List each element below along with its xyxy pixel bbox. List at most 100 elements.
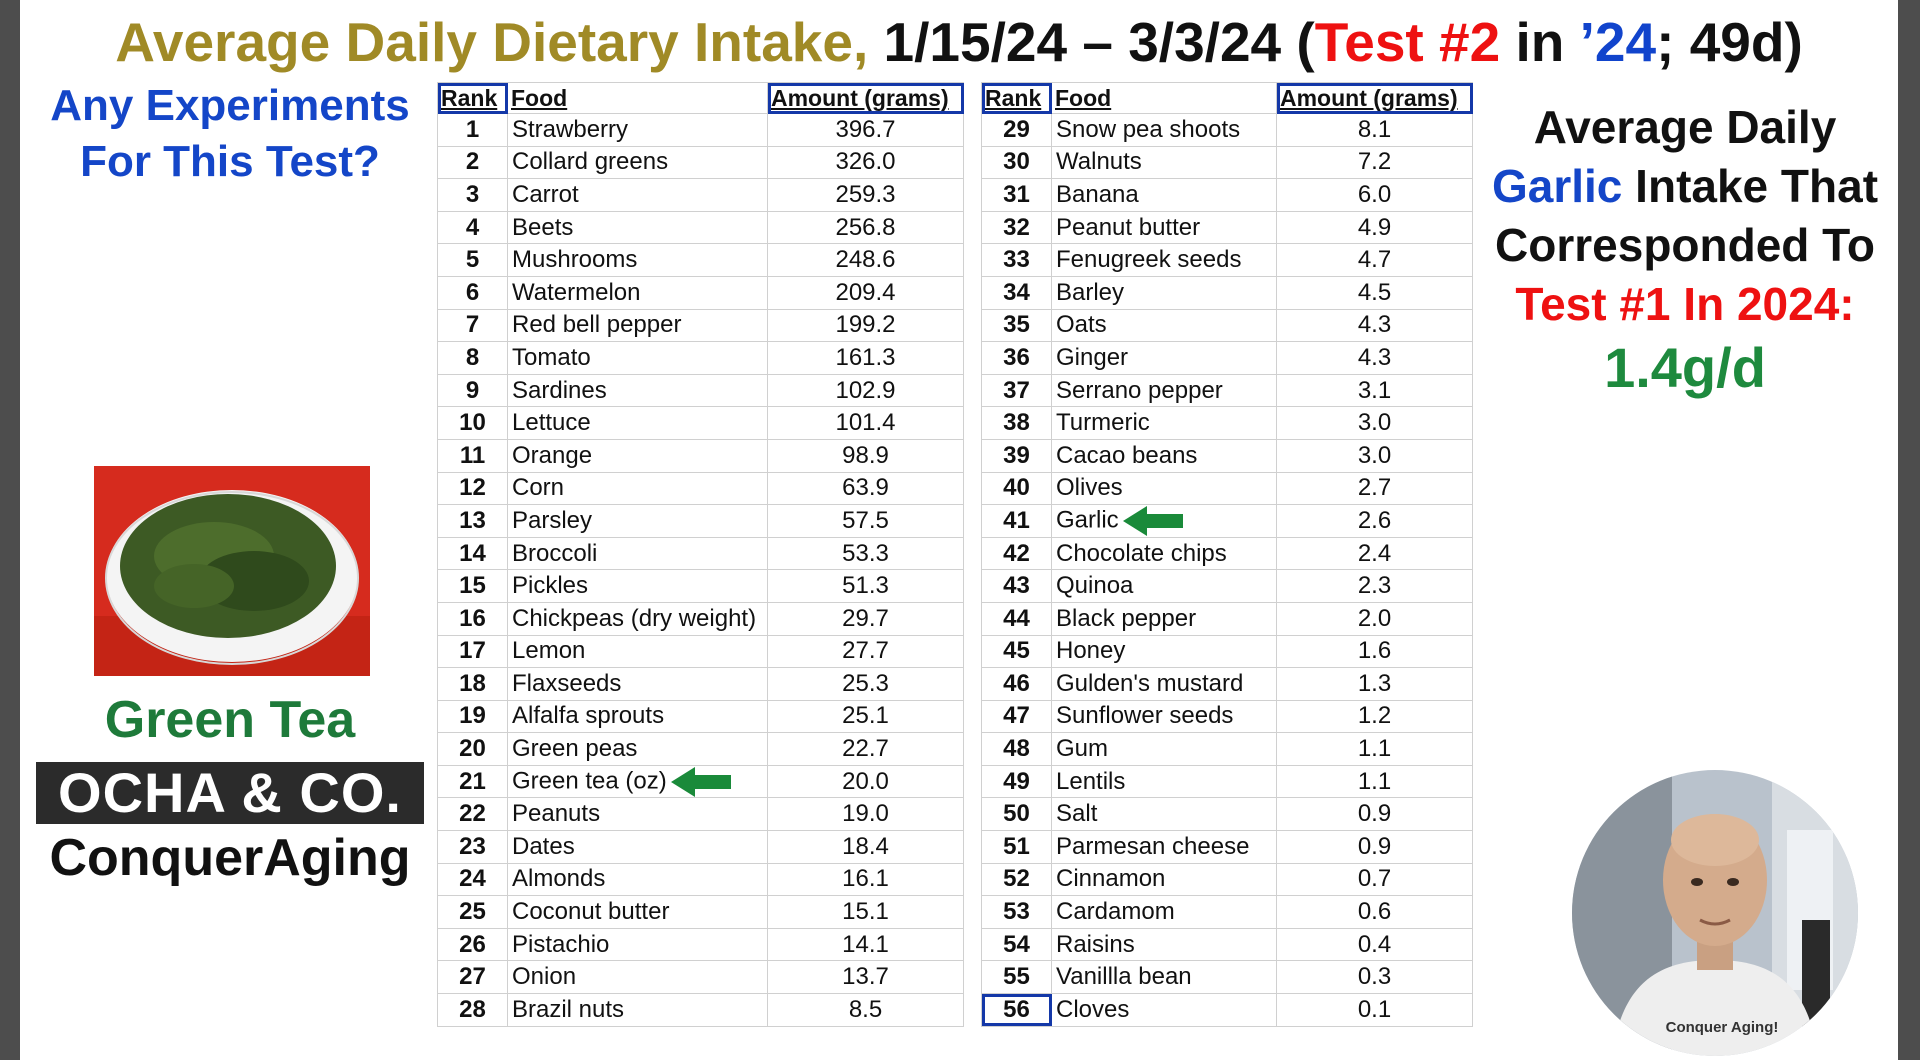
table-row: 54 Raisins 0.4 xyxy=(981,927,1473,962)
intake-table-left: Rank Food Amount (grams) 1 Strawberry 396.… xyxy=(437,82,964,1027)
green-left-arrow-icon xyxy=(1122,505,1183,536)
food-cell-text: Peanut butter xyxy=(1056,213,1201,241)
amount-cell-text: 4.5 xyxy=(1357,278,1392,306)
table-row: 17 Lemon 27.7 xyxy=(437,634,964,669)
amount-cell: 14.1 xyxy=(767,927,964,962)
rank-cell: 3 xyxy=(437,178,508,212)
table-row: 41 Garlic 2.6 xyxy=(981,504,1473,538)
food-cell: Chickpeas (dry weight) xyxy=(507,601,768,636)
rank-cell: 15 xyxy=(437,569,508,603)
food-cell: Peanut butter xyxy=(1051,210,1277,245)
food-cell: Banana xyxy=(1051,178,1277,212)
note-garlic-word: Garlic xyxy=(1491,160,1623,212)
amount-cell-text: 0.9 xyxy=(1357,800,1392,828)
food-cell-text: Dates xyxy=(512,832,575,860)
rank-cell-text: 26 xyxy=(459,930,486,958)
table-row: 43 Quinoa 2.3 xyxy=(981,569,1473,603)
table-row: 9 Sardines 102.9 xyxy=(437,373,964,408)
table-row: 22 Peanuts 19.0 xyxy=(437,797,964,832)
food-cell-text: Collard greens xyxy=(512,148,669,176)
table-row: 15 Pickles 51.3 xyxy=(437,569,964,603)
green-left-arrow-icon xyxy=(670,766,731,797)
amount-cell-text: 16.1 xyxy=(842,865,889,893)
food-cell: Beets xyxy=(507,210,768,245)
rank-cell-text: 35 xyxy=(1003,311,1030,339)
amount-cell-text: 4.3 xyxy=(1357,343,1392,371)
food-cell-text: Oats xyxy=(1056,311,1107,339)
rank-cell-text: 10 xyxy=(459,409,486,437)
food-cell-text: Corn xyxy=(512,474,565,502)
amount-cell: 326.0 xyxy=(767,145,964,180)
rank-cell-text: 54 xyxy=(1003,930,1030,958)
food-cell-text: Gum xyxy=(1056,735,1109,763)
rank-cell-text: 17 xyxy=(459,637,486,665)
rank-cell-text: 39 xyxy=(1003,441,1030,469)
rank-cell: 46 xyxy=(981,667,1052,701)
amount-cell-text: 53.3 xyxy=(842,539,889,567)
food-cell-text: Peanuts xyxy=(512,800,601,828)
amount-cell-text: 2.7 xyxy=(1357,474,1392,502)
rank-header: Rank xyxy=(437,82,508,114)
amount-cell-text: 396.7 xyxy=(835,115,896,143)
amount-cell-text: 102.9 xyxy=(835,376,896,404)
amount-cell-text: 4.9 xyxy=(1357,213,1392,241)
rank-cell: 9 xyxy=(437,373,508,408)
amount-cell-text: 2.3 xyxy=(1357,572,1392,600)
food-cell: Garlic xyxy=(1051,504,1277,538)
amount-cell: 53.3 xyxy=(767,536,964,571)
rank-cell: 10 xyxy=(437,406,508,440)
amount-cell: 18.4 xyxy=(767,830,964,864)
food-cell: Barley xyxy=(1051,275,1277,310)
amount-cell-text: 248.6 xyxy=(835,246,896,274)
table-row: 11 Orange 98.9 xyxy=(437,438,964,473)
food-cell: Turmeric xyxy=(1051,406,1277,440)
food-cell: Gum xyxy=(1051,732,1277,766)
table-row: 27 Onion 13.7 xyxy=(437,960,964,995)
table-row: 44 Black pepper 2.0 xyxy=(981,601,1473,636)
food-cell: Salt xyxy=(1051,797,1277,832)
rank-cell-text: 2 xyxy=(465,148,480,176)
shirt-text: Conquer Aging! xyxy=(1666,1019,1779,1036)
rank-cell: 21 xyxy=(437,764,508,799)
rank-cell: 19 xyxy=(437,699,508,734)
amount-cell-text: 259.3 xyxy=(835,180,896,208)
food-cell-text: Fenugreek seeds xyxy=(1056,246,1242,274)
table-row: 36 Ginger 4.3 xyxy=(981,341,1473,375)
table-row: 40 Olives 2.7 xyxy=(981,471,1473,506)
food-cell-text: Alfalfa sprouts xyxy=(512,702,665,730)
food-cell-text: Strawberry xyxy=(512,115,629,143)
food-cell: Parmesan cheese xyxy=(1051,830,1277,864)
amount-cell-text: 326.0 xyxy=(835,148,896,176)
food-cell: Carrot xyxy=(507,178,768,212)
food-cell: Mushrooms xyxy=(507,243,768,277)
table-row: 10 Lettuce 101.4 xyxy=(437,406,964,440)
amount-cell: 4.9 xyxy=(1276,210,1473,245)
rank-cell-text: 15 xyxy=(459,572,486,600)
amount-cell: 2.6 xyxy=(1276,504,1473,538)
rank-cell: 51 xyxy=(981,830,1052,864)
amount-cell: 199.2 xyxy=(767,308,964,343)
amount-cell-text: 256.8 xyxy=(835,213,896,241)
rank-cell: 56 xyxy=(981,993,1052,1027)
table-row: 49 Lentils 1.1 xyxy=(981,764,1473,799)
title-part-1: Average Daily Dietary Intake, xyxy=(115,11,869,73)
rank-cell-text: 7 xyxy=(465,311,480,339)
food-cell: Green peas xyxy=(507,732,768,766)
table-row: 39 Cacao beans 3.0 xyxy=(981,438,1473,473)
table-row: 1 Strawberry 396.7 xyxy=(437,113,964,147)
amount-cell-text: 14.1 xyxy=(842,930,889,958)
amount-cell-text: 3.1 xyxy=(1357,376,1392,404)
amount-cell: 13.7 xyxy=(767,960,964,995)
rank-cell-text: 33 xyxy=(1003,246,1030,274)
food-cell-text: Tomato xyxy=(512,343,591,371)
food-cell-text: Barley xyxy=(1056,278,1125,306)
amount-cell: 2.7 xyxy=(1276,471,1473,506)
amount-cell: 0.6 xyxy=(1276,895,1473,929)
table-row: 50 Salt 0.9 xyxy=(981,797,1473,832)
rank-cell: 47 xyxy=(981,699,1052,734)
rank-cell-text: 42 xyxy=(1003,539,1030,567)
intake-table-right: Rank Food Amount (grams) 29 Snow pea shoo… xyxy=(981,82,1473,1027)
food-cell-text: Salt xyxy=(1056,800,1098,828)
rank-cell: 29 xyxy=(981,113,1052,147)
title-part-5: ’24 xyxy=(1579,11,1657,73)
